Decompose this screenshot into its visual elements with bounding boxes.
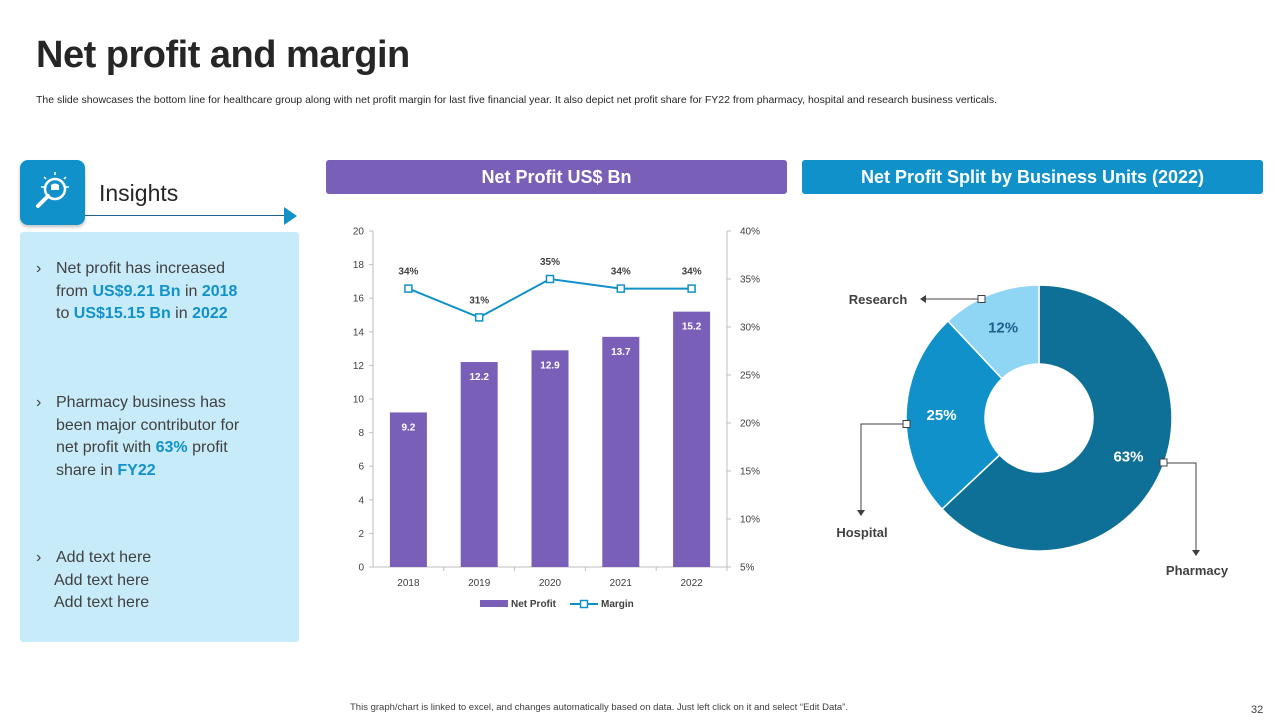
bullet-chevron-icon: › [36, 394, 42, 411]
bar-value-label: 13.7 [611, 347, 631, 358]
slice-value-label: 12% [988, 319, 1018, 336]
left-axis-tick-label: 18 [353, 260, 365, 271]
insights-arrow-icon [284, 207, 297, 225]
margin-value-label: 34% [682, 267, 702, 278]
margin-marker [404, 284, 413, 293]
margin-value-label: 34% [398, 267, 418, 278]
net-profit-chart[interactable]: 0 2 4 6 8 10 12 14 16 18 20 5% 10% 15% 20% 25% 30% 35% 40%… [330, 215, 780, 625]
right-axis-tick-label: 40% [740, 227, 760, 238]
bar-2018 [389, 412, 427, 567]
bullet-chevron-icon: › [36, 549, 42, 566]
bar-2019 [460, 362, 498, 567]
margin-line [408, 277, 692, 319]
slice-hospital [905, 319, 1004, 511]
pharmacy-arrow-icon [1192, 550, 1200, 556]
right-axis-tick-label: 5% [740, 563, 755, 574]
research-callout-label: Research [849, 292, 908, 307]
left-axis-tick-label: 12 [353, 361, 365, 372]
footer-note: This graph/chart is linked to excel, and… [350, 702, 848, 713]
bar-2022 [673, 311, 711, 567]
right-axis-tick-label: 35% [740, 275, 760, 286]
left-axis-tick-label: 14 [353, 327, 365, 338]
research-arrow-icon [920, 295, 926, 303]
slice-value-label: 63% [1113, 449, 1143, 466]
insights-panel [20, 232, 299, 642]
x-axis-tick-label: 2021 [610, 578, 633, 589]
net-profit-header: Net Profit US$ Bn [326, 160, 787, 194]
pharmacy-leader-line [1164, 462, 1197, 554]
left-axis-tick-label: 20 [353, 227, 365, 238]
right-axis-tick-label: 20% [740, 419, 760, 430]
pharmacy-callout-marker [1159, 458, 1168, 467]
hospital-callout-label: Hospital [836, 525, 887, 540]
margin-marker [616, 284, 626, 293]
insights-label: Insights [99, 180, 179, 206]
page-subtitle: The slide showcases the bottom line for … [36, 94, 998, 106]
left-axis-tick-label: 6 [358, 462, 364, 473]
x-axis-tick-label: 2018 [397, 578, 420, 589]
bar-value-label: 9.2 [401, 422, 415, 433]
bar-2020 [531, 350, 569, 567]
bar-2021 [602, 336, 640, 567]
legend-line-label: Margin [601, 599, 634, 610]
insight-bullet-2: › Pharmacy business has been major contr… [36, 394, 240, 479]
hospital-leader-line [860, 423, 906, 514]
margin-marker [545, 274, 555, 284]
insights-divider [85, 215, 285, 216]
insight-bullet-3: › Add text here Add text here Add text h… [36, 549, 152, 611]
margin-marker [687, 284, 696, 293]
legend-bar-label: Net Profit [511, 599, 557, 610]
left-axis-tick-label: 0 [358, 563, 364, 574]
x-axis-tick-label: 2020 [539, 578, 562, 589]
margin-value-label: 31% [469, 295, 489, 306]
split-header: Net Profit Split by Business Units (2022… [802, 160, 1263, 194]
slice-pharmacy [940, 284, 1173, 552]
bar-value-label: 15.2 [682, 322, 702, 333]
margin-value-label: 34% [611, 267, 631, 278]
page-title: Net profit and margin [36, 34, 410, 76]
left-axis-tick-label: 16 [353, 294, 365, 305]
x-axis-tick-label: 2022 [680, 578, 703, 589]
page-number: 32 [1251, 704, 1264, 716]
right-axis-tick-label: 30% [740, 323, 760, 334]
left-axis-tick-label: 4 [358, 495, 364, 506]
x-axis-tick-label: 2019 [468, 578, 491, 589]
margin-marker [474, 313, 484, 322]
research-callout-marker [977, 295, 986, 303]
pharmacy-callout-label: Pharmacy [1166, 563, 1229, 578]
slice-research [946, 284, 1040, 380]
bar-value-label: 12.9 [540, 360, 560, 371]
profit-split-donut-chart[interactable]: 63% 25% 12% Pharmacy Hospital Research [800, 270, 1270, 590]
bar-value-label: 12.2 [469, 372, 489, 383]
slice-value-label: 25% [927, 407, 957, 424]
left-axis-tick-label: 10 [353, 395, 365, 406]
right-axis-tick-label: 25% [740, 371, 760, 382]
right-axis-tick-label: 15% [740, 467, 760, 478]
hospital-arrow-icon [857, 510, 865, 516]
bulb-magnifier-icon [20, 160, 85, 225]
legend-line-marker [579, 599, 589, 609]
hospital-callout-marker [902, 420, 911, 428]
insight-bullet-1: › Net profit has increased from US$9.21 … [36, 260, 238, 322]
left-axis-tick-label: 8 [358, 428, 364, 439]
bullet-chevron-icon: › [36, 260, 42, 277]
right-axis-tick-label: 10% [740, 515, 760, 526]
left-axis-tick-label: 2 [358, 529, 364, 540]
legend-bar-swatch [480, 600, 508, 607]
margin-value-label: 35% [540, 257, 560, 268]
